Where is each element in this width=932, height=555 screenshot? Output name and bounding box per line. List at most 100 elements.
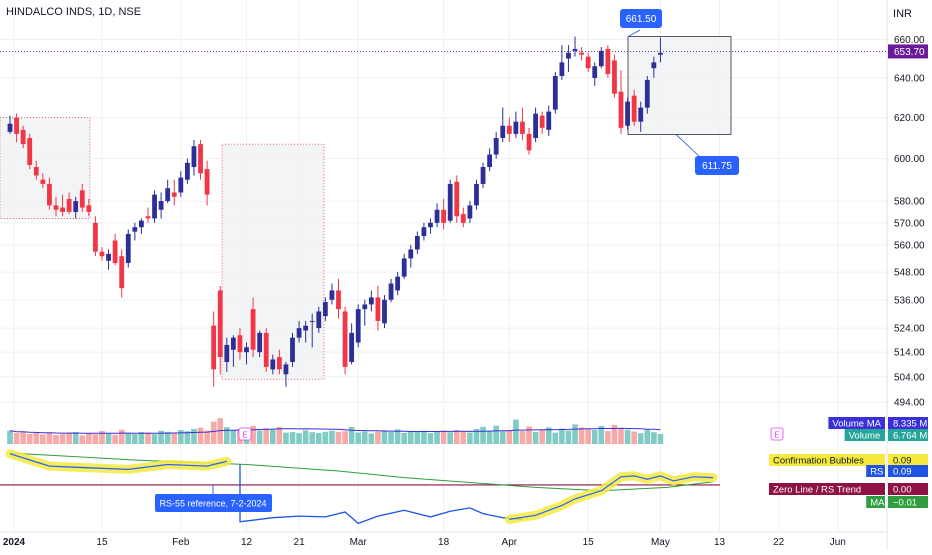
candle-body [408,249,414,259]
candle-body [513,121,519,134]
volume-bar [407,431,414,444]
candle-body [592,66,598,78]
candle-body [79,190,85,208]
volume-bar [329,430,335,444]
volume-bar [7,430,13,444]
earnings-marker-label: E [242,431,247,440]
rs-reference-label: RS-55 reference, 7-2-2024 [159,499,266,509]
volume-bar [394,429,401,444]
candle-body [618,91,624,128]
candle-body [572,48,578,51]
last-price-label: 653.70 [894,47,925,58]
volume-bar [138,432,145,444]
candle-body [152,194,157,219]
volume-bar [519,431,526,444]
legend-badge-label: Volume [849,431,881,442]
volume-bar [506,430,513,444]
legend-badge-value: 0.09 [893,456,912,467]
volume-bar [250,425,256,444]
volume-bar [447,432,453,444]
candle-body [625,101,630,126]
volume-bar [493,425,499,444]
volume-bar [434,431,440,444]
volume-bar [565,430,572,444]
legend-badge-value: 8.335 M [893,419,927,430]
callout-connector [675,134,701,158]
volume-bar [539,429,545,444]
volume-bar [631,431,637,444]
volume-bar [611,424,618,444]
price-tick-label: 620.00 [894,113,925,124]
volume-bar [256,430,263,444]
candle-body [112,240,118,263]
volume-bar [572,424,578,444]
volume-ma-line [9,427,661,434]
x-tick-label: 2024 [3,537,26,548]
volume-bar [499,431,506,444]
candle-body [263,332,269,367]
volume-bar [355,432,362,444]
volume-bar [453,430,460,444]
candle-body [447,183,453,221]
candle-body [355,309,361,343]
candle-body [250,309,256,350]
candle-body [539,115,545,128]
legend-badge-value: 6.764 M [893,431,927,442]
volume-bar [552,432,559,444]
callout-high-label: 661.50 [626,14,657,25]
volume-bar [20,431,26,444]
volume-bar [578,427,585,444]
candle-body [237,335,243,353]
candle-body [362,304,368,310]
volume-bar [644,429,651,444]
volume-bar [66,433,72,444]
candle-body [612,60,617,94]
callout-low-label: 611.75 [702,161,732,172]
volume-bar [657,433,664,444]
x-tick-label: Apr [502,537,518,548]
volume-bar [204,430,210,444]
candle-body [7,123,13,132]
volume-bar [440,430,447,444]
candle-body [441,209,447,223]
legend-badge-label-bg [866,496,885,508]
price-tick-label: 600.00 [894,154,925,165]
volume-bar [467,432,473,444]
candle-body [211,325,217,370]
volume-bar [13,432,20,444]
volume-bar [559,428,565,444]
legend-badge-label-bg [844,429,885,441]
candle-body [342,311,348,367]
volume-bar [381,430,388,444]
candle-body [33,167,39,176]
x-tick-label: Mar [350,537,368,548]
price-tick-label: 494.00 [894,397,925,408]
candle-body [99,251,105,257]
symbol-title[interactable]: HINDALCO INDS, 1D, NSE [6,6,142,18]
x-tick-label: Jun [830,537,846,548]
volume-bar [210,421,217,444]
candle-body [651,62,657,69]
volume-bar [421,430,427,444]
candle-body [132,227,138,232]
candle-body [119,256,125,289]
volume-bar [532,431,539,444]
volume-bar [171,432,178,444]
volume-bar [637,433,644,444]
candle-body [60,207,65,212]
x-tick-label: 18 [438,537,450,548]
volume-bar [283,432,289,444]
candle-body [73,201,79,212]
volume-bar [401,432,407,444]
volume-bar [79,435,86,444]
legend-badge-value: −0.01 [893,498,917,509]
candle-body [224,344,230,362]
candle-body [493,137,499,155]
volume-bar [414,432,421,444]
candle-body [533,113,538,138]
price-tick-label: 514.00 [894,348,925,359]
rs-line [239,464,523,525]
earnings-marker [770,427,784,441]
